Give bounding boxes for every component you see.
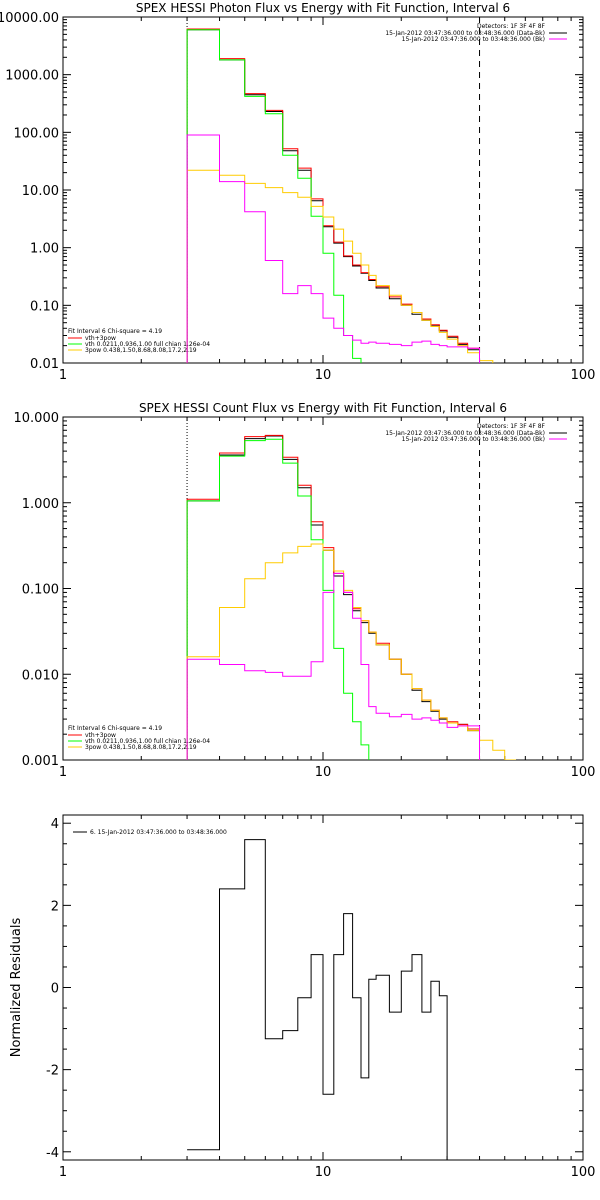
x-tick-label: 1 bbox=[59, 765, 67, 780]
series-data-bk-line bbox=[186, 435, 480, 760]
series-group bbox=[186, 434, 516, 760]
series-vth-line bbox=[186, 438, 370, 760]
y-axis-label: Normalized Residuals bbox=[9, 918, 24, 1058]
y-tick-label: 10.00 bbox=[22, 184, 59, 199]
y-tick-label: 2 bbox=[51, 899, 59, 914]
y-tick-label: 100.00 bbox=[14, 126, 60, 141]
y-tick-label: 0 bbox=[51, 982, 59, 997]
y-tick-label: 4 bbox=[51, 817, 59, 832]
x-tick-label: 10 bbox=[315, 1165, 332, 1180]
x-tick-label: 1 bbox=[59, 368, 67, 383]
fit-legend-label: 3pow 0.438,1.50,8.68,8.08,17.2,2.19 bbox=[85, 347, 197, 354]
fit-legend-label: vth+3pow bbox=[85, 335, 116, 342]
series-vth-3pow-line bbox=[186, 28, 480, 363]
legend-entry-label: 15-Jan-2012 03:47:36.000 to 03:48:36.000… bbox=[402, 36, 545, 43]
y-tick-label: 0.01 bbox=[30, 357, 59, 372]
y-tick-label: 0.100 bbox=[22, 583, 59, 598]
y-tick-label: 10.000 bbox=[14, 411, 60, 426]
series-3pow-line bbox=[186, 169, 494, 363]
panel-2 bbox=[62, 416, 584, 761]
fit-legend-label: vth 0.0211,0.936,1.00 full chian 1.26e-0… bbox=[85, 738, 210, 745]
fit-legend-label: 3pow 0.438,1.50,8.68,8.08,17.2,2.19 bbox=[85, 744, 197, 751]
series-group bbox=[186, 28, 494, 363]
panel-3 bbox=[62, 814, 584, 1161]
y-tick-label: 1.00 bbox=[30, 242, 59, 257]
x-tick-label: 100 bbox=[571, 1165, 596, 1180]
panel-1 bbox=[62, 16, 584, 364]
fit-legend-label: vth 0.0211,0.936,1.00 full chian 1.26e-0… bbox=[85, 341, 210, 348]
y-tick-label: 0.001 bbox=[22, 754, 59, 769]
legend-header: Detectors: 1F 3F 4F 8F bbox=[477, 23, 546, 30]
x-tick-label: 100 bbox=[571, 765, 596, 780]
legend-entry-label: 6. 15-Jan-2012 03:47:36.000 to 03:48:36.… bbox=[90, 829, 227, 836]
series-group bbox=[187, 839, 480, 1161]
y-tick-label: 0.010 bbox=[22, 668, 59, 683]
series-3pow-line bbox=[186, 543, 516, 760]
y-tick-label: -4 bbox=[46, 1146, 59, 1161]
series-residuals-line bbox=[187, 839, 480, 1161]
fit-legend-header: Fit Interval 6 Chi-square = 4.19 bbox=[68, 328, 162, 335]
fit-legend-header: Fit Interval 6 Chi-square = 4.19 bbox=[68, 725, 162, 732]
series-data-bk-line bbox=[186, 29, 480, 363]
legend-entry-label: 15-Jan-2012 03:47:36.000 to 03:48:36.000… bbox=[385, 30, 545, 37]
y-tick-label: 1000.00 bbox=[5, 69, 59, 84]
y-tick-label: 10000.00 bbox=[0, 11, 59, 26]
y-tick-label: 1.000 bbox=[22, 497, 59, 512]
chart-title: SPEX HESSI Count Flux vs Energy with Fit… bbox=[139, 401, 507, 415]
series-vth-line bbox=[186, 29, 362, 363]
x-tick-label: 100 bbox=[571, 368, 596, 383]
legend-entry-label: 15-Jan-2012 03:47:36.000 to 03:48:36.000… bbox=[402, 436, 545, 443]
x-tick-label: 1 bbox=[59, 1165, 67, 1180]
x-tick-label: 10 bbox=[315, 368, 332, 383]
y-tick-label: 0.10 bbox=[30, 299, 59, 314]
legend-header: Detectors: 1F 3F 4F 8F bbox=[477, 423, 546, 430]
legend-entry-label: 15-Jan-2012 03:47:36.000 to 03:48:36.000… bbox=[385, 430, 545, 437]
chart-title: SPEX HESSI Photon Flux vs Energy with Fi… bbox=[136, 1, 510, 15]
x-tick-label: 10 bbox=[315, 765, 332, 780]
series-bk-line bbox=[186, 134, 480, 363]
fit-legend-label: vth+3pow bbox=[85, 732, 116, 739]
y-tick-label: -2 bbox=[46, 1064, 59, 1079]
series-bk-line bbox=[186, 572, 480, 760]
